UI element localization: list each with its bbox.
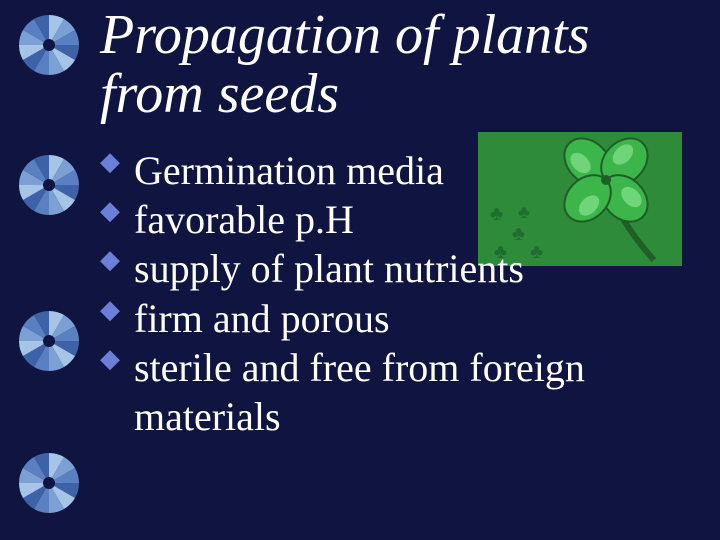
bullet-text: sterile and free from foreign materials bbox=[134, 345, 585, 439]
bullet-list: ◆ Germination media ◆ favorable p.H ◆ su… bbox=[100, 146, 700, 441]
bullet-item: ◆ favorable p.H bbox=[100, 195, 700, 244]
bullet-item: ◆ Germination media bbox=[100, 146, 700, 195]
slide: Propagation of plants from seeds ♣ ♣ ♣ ♣… bbox=[0, 0, 720, 540]
bullet-text: favorable p.H bbox=[134, 197, 354, 242]
bullet-marker-icon: ◆ bbox=[100, 247, 122, 269]
bullet-item: ◆ sterile and free from foreign material… bbox=[100, 343, 700, 441]
fan-decoration-2 bbox=[14, 150, 84, 220]
bullet-marker-icon: ◆ bbox=[100, 297, 122, 319]
fan-decoration-1 bbox=[14, 10, 84, 80]
fan-decoration-3 bbox=[14, 306, 84, 376]
bullet-item: ◆ supply of plant nutrients bbox=[100, 244, 700, 293]
bullet-marker-icon: ◆ bbox=[100, 149, 122, 171]
slide-title: Propagation of plants from seeds bbox=[100, 6, 700, 124]
bullet-text: supply of plant nutrients bbox=[134, 246, 524, 291]
bullet-item: ◆ firm and porous bbox=[100, 294, 700, 343]
bullet-marker-icon: ◆ bbox=[100, 346, 122, 368]
fan-decoration-4 bbox=[14, 448, 84, 518]
bullet-text: Germination media bbox=[134, 148, 444, 193]
bullet-marker-icon: ◆ bbox=[100, 198, 122, 220]
bullet-text: firm and porous bbox=[134, 296, 390, 341]
